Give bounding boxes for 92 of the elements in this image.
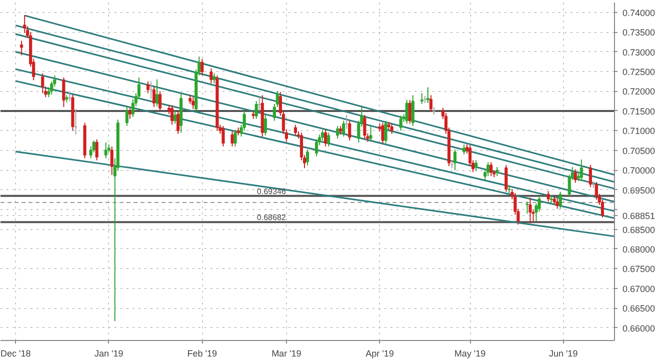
candlestick [429, 94, 432, 112]
candlestick [20, 40, 24, 56]
candlestick [125, 106, 128, 126]
candlestick [170, 104, 174, 126]
x-tick-label: Feb '19 [187, 348, 218, 358]
y-tick-label: 0.73000 [622, 47, 656, 58]
candlestick [324, 128, 328, 147]
candlestick [474, 160, 478, 172]
y-tick-label: 0.74000 [622, 8, 656, 18]
x-tick-label: Apr '19 [366, 348, 394, 358]
candlestick [149, 80, 153, 100]
candlestick [41, 72, 44, 94]
candlestick [321, 129, 324, 142]
ref-line-label: 0.69346 [256, 186, 286, 196]
candlestick [504, 164, 508, 192]
candlestick [384, 120, 388, 144]
candlestick [526, 201, 529, 214]
candlestick [528, 197, 532, 224]
y-tick-label: 0.67000 [622, 284, 656, 294]
y-tick-label: 0.68500 [622, 224, 656, 235]
candlestick [580, 158, 583, 182]
candlestick [363, 114, 366, 140]
candlestick [496, 166, 499, 177]
y-tick-label: 0.66500 [622, 304, 656, 314]
candlestick [462, 144, 466, 155]
y-tick-label: 0.69500 [622, 185, 656, 196]
candlestick [348, 120, 352, 142]
y-tick-label: 0.66000 [622, 323, 656, 334]
candlestick [104, 142, 108, 159]
candlestick [336, 125, 340, 140]
candlestick [192, 96, 195, 110]
candlestick [411, 94, 414, 126]
candlestick [158, 90, 162, 112]
candlestick [306, 149, 310, 166]
x-tick-label: Jan '19 [94, 348, 124, 358]
y-tick-label: 0.70500 [622, 146, 656, 156]
candlestick [128, 107, 132, 120]
candlestick [68, 90, 72, 102]
candlestick [110, 146, 114, 176]
y-tick-label: 0.72000 [622, 86, 656, 97]
candlestick [426, 86, 430, 104]
candlestick [453, 149, 457, 171]
candlestick [234, 129, 237, 147]
candlestick [176, 110, 180, 134]
candlestick [369, 126, 372, 142]
candlestick [62, 76, 66, 108]
candlestick [342, 120, 346, 138]
candlestick [327, 132, 330, 147]
candlestick [552, 195, 556, 206]
candlestick [155, 78, 159, 107]
y-tick-label: 0.67500 [622, 264, 656, 274]
y-tick-label: 0.70000 [622, 166, 656, 176]
y-tick-label: 0.71000 [622, 126, 656, 136]
candlestick [315, 138, 318, 157]
candlestick [146, 80, 150, 94]
candlestick [95, 138, 98, 161]
candlestick [405, 99, 408, 124]
candlestick [381, 122, 384, 144]
candlestick [390, 123, 394, 134]
y-tick-label: 0.71500 [622, 106, 656, 116]
candlestick [74, 108, 78, 136]
candlestick [200, 58, 204, 76]
candlestick [152, 86, 156, 108]
candlestick [490, 162, 493, 177]
candlestick [574, 168, 577, 184]
x-tick-label: May '19 [454, 348, 486, 358]
candlestick [212, 72, 216, 84]
x-tick-label: Dec '18 [0, 348, 31, 358]
candlestick [408, 99, 412, 124]
candlestick [588, 164, 592, 188]
candlestick [345, 114, 348, 130]
y-tick-label: 0.68851 [622, 210, 656, 221]
candlestick [222, 125, 225, 147]
candlestick [399, 115, 402, 132]
y-tick-label: 0.73500 [622, 28, 656, 38]
x-tick-label: Jun '19 [548, 348, 578, 358]
candlestick [254, 100, 258, 120]
candlestick [258, 96, 261, 112]
candlestick [486, 162, 490, 177]
candlestick [420, 92, 424, 104]
candlestick [558, 191, 562, 210]
x-tick-label: Mar '19 [272, 348, 302, 358]
candlestick [546, 190, 550, 202]
candlestick [174, 110, 177, 124]
candlestick [230, 130, 234, 147]
candlestick [210, 68, 213, 84]
y-tick-label: 0.68000 [622, 244, 656, 254]
candlestick [556, 198, 559, 210]
candlestick [294, 124, 297, 136]
ref-line-label: 0.68682 [256, 213, 286, 222]
candlestick [264, 114, 267, 136]
y-tick-label: 0.72500 [622, 67, 656, 78]
